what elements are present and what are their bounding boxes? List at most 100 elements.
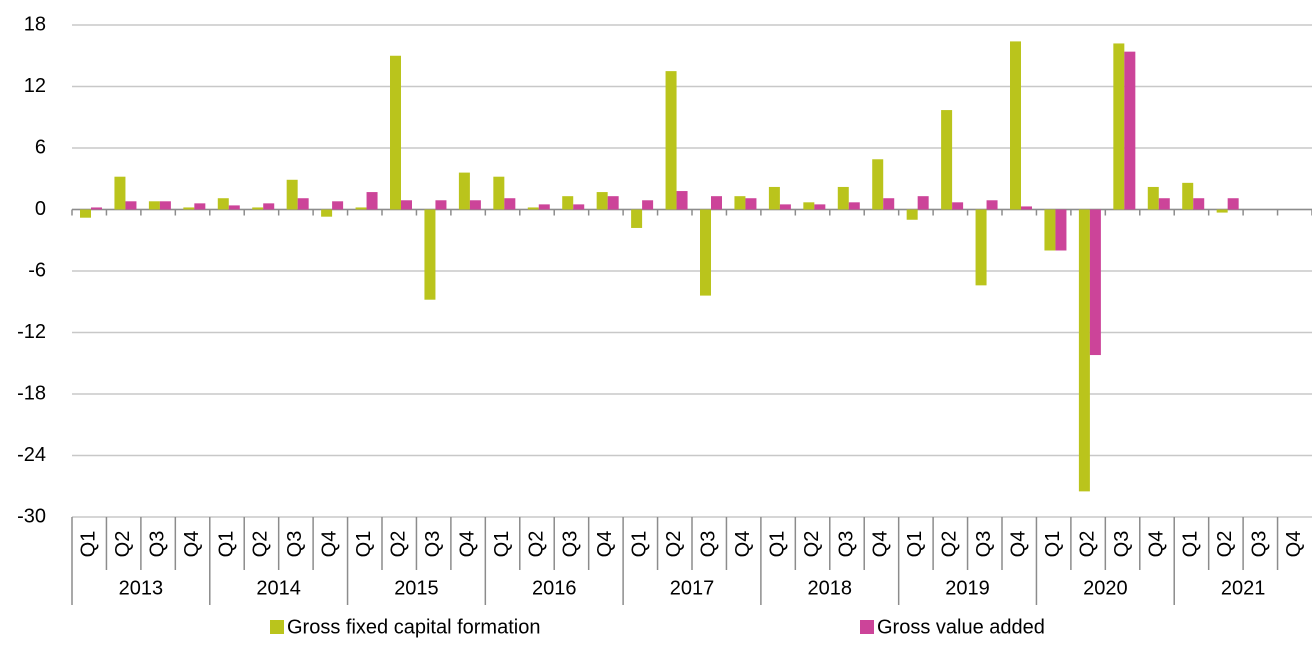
bar	[401, 200, 412, 210]
x-tick-label: Q2	[525, 531, 547, 558]
bar	[91, 207, 102, 210]
bar	[148, 201, 160, 210]
bar	[80, 209, 91, 218]
year-label: 2018	[808, 577, 853, 599]
year-label: 2021	[1221, 577, 1266, 599]
x-tick-label: Q2	[1076, 531, 1098, 558]
x-tick-label: Q1	[1042, 531, 1064, 558]
bar	[1124, 51, 1136, 210]
bar	[1227, 198, 1239, 210]
x-tick-label: Q2	[250, 531, 272, 558]
bar	[538, 204, 550, 210]
y-tick-label: 0	[35, 198, 46, 220]
x-tick-label: Q1	[215, 531, 237, 558]
bar	[665, 71, 677, 210]
bar	[814, 204, 826, 210]
year-label: 2014	[256, 577, 301, 599]
bar	[114, 176, 126, 210]
x-tick-label: Q3	[973, 531, 995, 558]
legend-swatch	[270, 620, 284, 634]
bar	[424, 209, 436, 300]
x-tick-label: Q2	[801, 531, 823, 558]
x-tick-label: Q1	[629, 531, 651, 558]
year-label: 2015	[394, 577, 439, 599]
legend-label: Gross fixed capital formation	[287, 616, 540, 638]
bar	[1216, 209, 1228, 213]
bar	[504, 198, 516, 210]
bar	[1078, 209, 1090, 492]
y-tick-label: -6	[28, 259, 46, 281]
bar	[986, 200, 998, 210]
y-tick-label: 6	[35, 136, 46, 158]
bar	[711, 196, 722, 210]
bar	[1044, 209, 1056, 251]
bar	[883, 198, 895, 210]
bar	[252, 207, 264, 210]
x-tick-label: Q3	[422, 531, 444, 558]
bar	[676, 191, 688, 210]
bar	[642, 200, 654, 210]
bar	[1021, 206, 1032, 210]
bar	[217, 198, 229, 210]
x-tick-label: Q3	[146, 531, 168, 558]
x-tick-label: Q4	[181, 531, 203, 558]
bar	[837, 186, 849, 210]
bar	[183, 207, 195, 210]
bar	[872, 159, 884, 210]
x-tick-label: Q3	[284, 531, 306, 558]
x-tick-label: Q4	[594, 531, 616, 558]
year-label: 2017	[670, 577, 715, 599]
bar	[803, 202, 815, 210]
year-label: 2016	[532, 577, 577, 599]
x-tick-label: Q2	[939, 531, 961, 558]
bar	[562, 196, 574, 210]
bar	[263, 203, 275, 210]
bar	[1010, 41, 1021, 210]
x-tick-label: Q2	[112, 531, 134, 558]
bar	[906, 209, 918, 220]
x-tick-label: Q4	[870, 531, 892, 558]
y-tick-label: -18	[17, 382, 46, 404]
bar	[1158, 198, 1170, 210]
bar	[1089, 209, 1101, 356]
year-label: 2013	[119, 577, 164, 599]
bar	[194, 203, 206, 210]
x-tick-label: Q4	[319, 531, 341, 558]
x-tick-label: Q4	[1283, 531, 1305, 558]
bar	[1182, 182, 1194, 210]
x-tick-label: Q4	[1145, 531, 1167, 558]
x-tick-label: Q2	[1214, 531, 1236, 558]
x-tick-label: Q4	[1008, 531, 1030, 558]
year-label: 2019	[945, 577, 990, 599]
x-tick-label: Q3	[1249, 531, 1271, 558]
bar	[321, 209, 333, 217]
bar	[1147, 186, 1159, 210]
x-tick-label: Q3	[698, 531, 720, 558]
bar	[469, 200, 481, 210]
bar	[607, 196, 619, 210]
x-tick-label: Q1	[491, 531, 513, 558]
bar	[390, 55, 401, 210]
bar	[228, 205, 240, 210]
bar	[527, 207, 539, 210]
x-tick-label: Q1	[766, 531, 788, 558]
x-tick-label: Q1	[904, 531, 926, 558]
bar	[848, 202, 860, 210]
bar	[596, 192, 608, 210]
bar	[941, 110, 953, 210]
y-tick-label: -30	[17, 505, 46, 527]
y-tick-label: -24	[17, 444, 46, 466]
bar	[286, 179, 298, 210]
bar	[1113, 43, 1125, 210]
bar	[297, 198, 309, 210]
legend-swatch	[860, 620, 874, 634]
bar	[435, 200, 447, 210]
bar	[975, 209, 987, 286]
bar	[952, 202, 964, 210]
bar	[917, 196, 929, 210]
bar	[355, 207, 367, 210]
bar	[366, 192, 378, 210]
bar	[1055, 209, 1067, 251]
bar	[125, 201, 137, 210]
